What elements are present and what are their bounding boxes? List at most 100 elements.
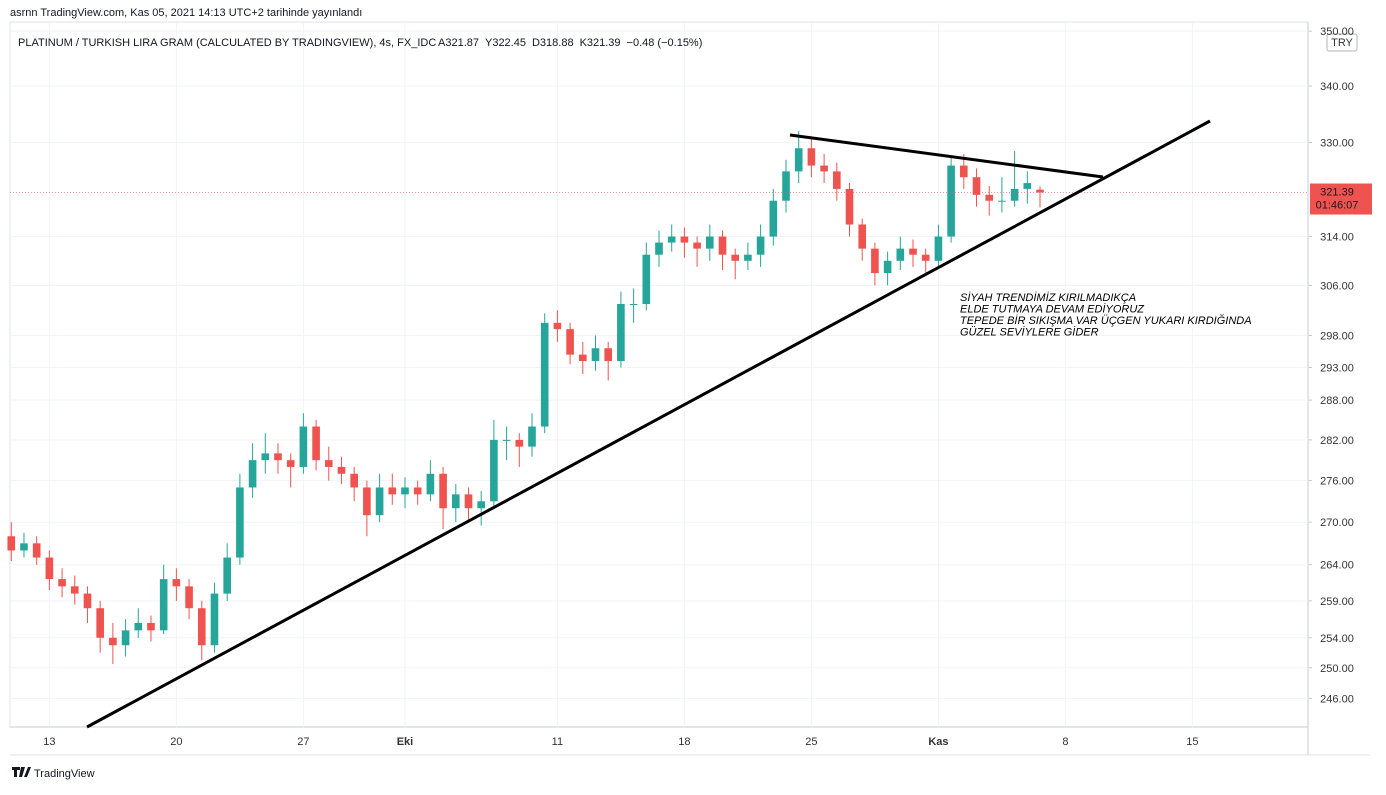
candle-body	[1010, 188, 1019, 201]
candle-body	[985, 194, 994, 201]
candle-body	[464, 494, 473, 509]
candles	[7, 22, 1308, 727]
candle-body	[731, 254, 740, 261]
candle-body	[718, 236, 727, 255]
candle-body	[261, 453, 270, 461]
candle-body	[794, 148, 803, 172]
candle-body	[350, 473, 358, 488]
ohlc-value: Y322.45	[485, 37, 526, 49]
candle-body	[680, 236, 689, 243]
y-tick-label: 314.00	[1320, 232, 1354, 244]
y-tick-label: 246.00	[1320, 693, 1354, 705]
y-tick-label: 288.00	[1320, 395, 1354, 407]
candle-body	[439, 473, 447, 509]
candle-body	[147, 622, 155, 631]
candle-body	[109, 637, 117, 646]
candle-body	[896, 248, 905, 261]
y-tick-label: 293.00	[1320, 363, 1354, 375]
y-tick-label: 264.00	[1320, 560, 1354, 572]
candle-body	[515, 439, 524, 447]
y-tick-label: 282.00	[1320, 435, 1354, 447]
candle-body	[96, 608, 104, 638]
candle-body	[756, 236, 765, 255]
brand: TradingView	[34, 768, 95, 780]
candle-body	[134, 622, 143, 631]
x-tick-label: 13	[43, 736, 55, 748]
currency-box[interactable]	[1326, 33, 1358, 52]
candle-body	[591, 348, 600, 362]
candle-body	[947, 165, 955, 237]
candle-body	[477, 501, 486, 509]
candle-body	[7, 536, 16, 551]
candle-body	[45, 557, 54, 580]
ohlc-legend: A321.87 Y322.45 D318.88 K321.39 −0.48 (−0.15…	[438, 37, 702, 49]
candle-body	[960, 165, 968, 178]
candle-body	[909, 248, 917, 255]
candle-body	[807, 148, 816, 166]
last-price-box	[1310, 183, 1372, 215]
y-tick-label: 330.00	[1320, 138, 1354, 150]
candle-body	[401, 487, 409, 495]
candle-body	[70, 586, 79, 594]
resistance-trendline	[789, 133, 1104, 179]
candle-body	[642, 254, 651, 305]
x-tick-label: 20	[170, 736, 182, 748]
candle-body	[58, 579, 66, 587]
candle-body	[223, 557, 231, 594]
ohlc-value: K321.39	[580, 37, 621, 49]
candle-body	[934, 236, 943, 261]
candle-body	[667, 236, 676, 243]
candle-body	[324, 460, 333, 467]
candle-body	[286, 460, 295, 467]
candle-body	[197, 608, 206, 646]
candle-body	[502, 439, 511, 441]
countdown: 01:46:07	[1316, 200, 1359, 212]
candle-body	[274, 453, 282, 461]
symbol-title: PLATINUM / TURKISH LIRA GRAM (CALCULATED…	[18, 37, 436, 49]
y-tick-label: 270.00	[1320, 517, 1354, 529]
candle-body	[451, 494, 460, 509]
candle-body	[629, 304, 638, 306]
candle-body	[337, 466, 346, 474]
last-price-label: 321.39	[1320, 187, 1354, 199]
candle-body	[693, 242, 701, 249]
candle-body	[490, 439, 498, 502]
candle-body	[705, 236, 714, 249]
candle-body	[604, 348, 613, 362]
y-tick-label: 250.00	[1320, 663, 1354, 675]
candle-body	[883, 260, 892, 274]
candle-body	[185, 586, 193, 609]
x-tick-label: 15	[1186, 736, 1198, 748]
candle-body	[921, 254, 930, 261]
annotation-line: SİYAH TRENDİMİZ KIRILMADIKÇA	[960, 292, 1136, 304]
x-tick-label: Kas	[928, 736, 948, 748]
candle-body	[363, 487, 371, 516]
annotation-line: TEPEDE BİR SIKIŞMA VAR ÜÇGEN YUKARI KIRD…	[960, 314, 1252, 327]
candle-body	[32, 543, 41, 558]
candle-body	[566, 329, 574, 355]
support-trendline	[86, 119, 1211, 729]
candle-body	[210, 593, 219, 646]
candle-body	[782, 171, 790, 201]
candle-body	[121, 630, 130, 646]
x-tick-label: 11	[552, 736, 563, 748]
annotation-line: ELDE TUTMAYA DEVAM EDİYORUZ	[960, 304, 1145, 316]
candle-body	[83, 593, 92, 609]
candle-body	[744, 254, 752, 261]
candle-body	[578, 354, 587, 362]
candle-body	[312, 426, 320, 461]
tv-logo	[12, 767, 31, 777]
x-tick-label: 27	[297, 736, 309, 748]
y-tick-label: 276.00	[1320, 476, 1354, 488]
candle-body	[832, 171, 841, 189]
candle-body	[972, 177, 981, 195]
ohlc-value: A321.87	[438, 37, 479, 49]
candle-body	[655, 242, 663, 255]
candle-body	[845, 188, 854, 225]
candle-body	[413, 487, 422, 495]
ohlc-value: D318.88	[532, 37, 574, 49]
x-tick-label: Eki	[397, 736, 414, 748]
ohlc-value: −0.48 (−0.15%)	[627, 37, 703, 49]
